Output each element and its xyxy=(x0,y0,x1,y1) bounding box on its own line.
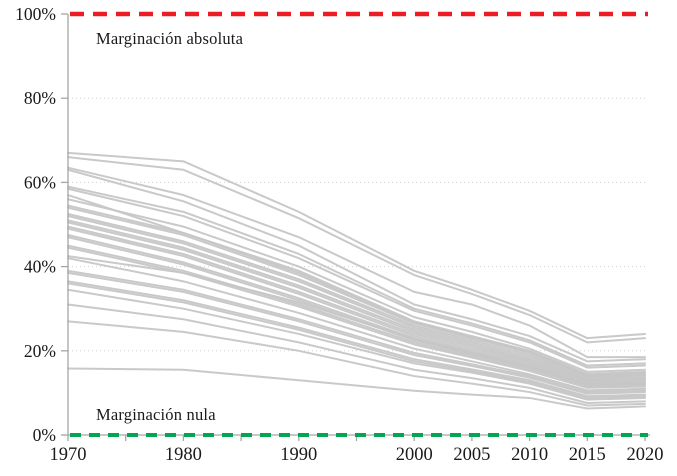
series-line xyxy=(67,168,646,363)
series-line xyxy=(67,185,646,367)
series-line xyxy=(67,212,646,378)
series-line xyxy=(67,198,646,373)
series-line xyxy=(67,257,646,392)
y-tick-label: 40% xyxy=(24,257,56,277)
x-tick-label: 2000 xyxy=(396,445,433,465)
x-tick-label: 1980 xyxy=(165,445,202,465)
x-tick-label: 2005 xyxy=(453,445,490,465)
series-line xyxy=(67,156,646,344)
series-line xyxy=(67,244,646,388)
series-line xyxy=(67,367,646,410)
x-tick-label: 2015 xyxy=(569,445,606,465)
x-tick-label: 2020 xyxy=(627,445,664,465)
annotation-marginacion-nula: Marginación nula xyxy=(96,405,216,424)
y-tick-label: 100% xyxy=(15,4,56,24)
series-line xyxy=(67,320,646,407)
series-line xyxy=(67,225,646,383)
series-line xyxy=(67,303,646,405)
annotation-marginacion-absoluta: Marginación absoluta xyxy=(96,29,244,48)
y-tick-label: 20% xyxy=(24,341,56,361)
x-tick-label: 2010 xyxy=(511,445,548,465)
series-line xyxy=(67,288,646,401)
series-line xyxy=(67,215,646,380)
series-line xyxy=(67,227,646,384)
series-line xyxy=(67,255,646,386)
x-tick-label: 1990 xyxy=(280,445,317,465)
series-line xyxy=(67,204,646,375)
series-line xyxy=(67,269,646,394)
y-tick-label: 60% xyxy=(24,172,56,192)
series-line xyxy=(67,151,646,340)
y-tick-label: 0% xyxy=(33,425,56,445)
series-line xyxy=(67,271,646,395)
series-line xyxy=(67,187,646,369)
y-tick-label: 80% xyxy=(24,88,56,108)
series-line xyxy=(67,166,646,359)
x-tick-label: 1970 xyxy=(50,445,87,465)
series-line xyxy=(67,221,646,382)
series-line xyxy=(67,280,646,398)
series-line xyxy=(67,282,646,399)
